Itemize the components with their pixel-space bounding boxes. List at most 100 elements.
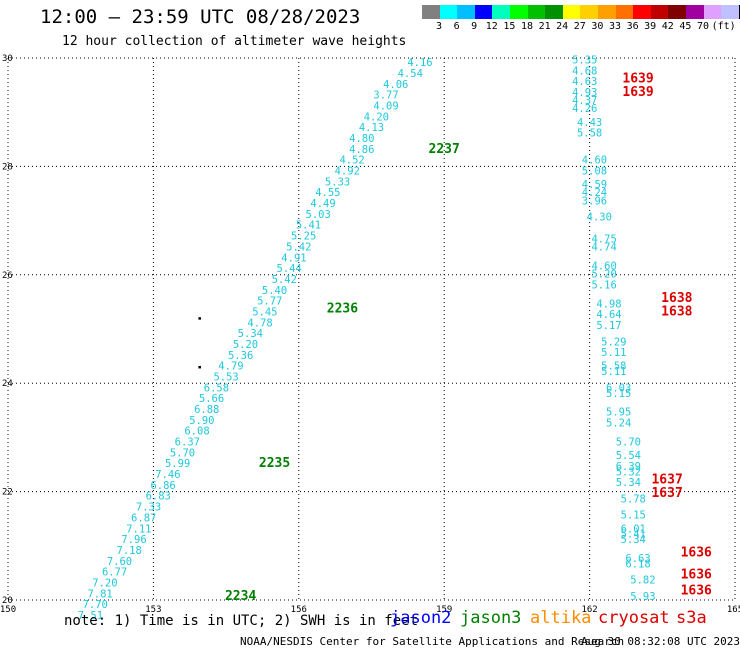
wave-height-label: 7.18 xyxy=(117,545,142,557)
wave-height-label: 4.78 xyxy=(247,317,272,329)
color-scale-label: 9 xyxy=(471,21,478,32)
wave-height-label: 4.09 xyxy=(373,100,398,112)
wave-height-label: 5.40 xyxy=(262,285,287,297)
wave-height-label: 4.63 xyxy=(572,76,597,88)
x-tick-label: 150 xyxy=(0,605,16,615)
legend-item-cryosat: cryosat xyxy=(598,608,670,628)
wave-height-label: 6.63 xyxy=(625,553,650,565)
wave-height-label: 6.83 xyxy=(146,491,171,503)
color-swatch xyxy=(492,5,510,19)
y-tick-label: 28 xyxy=(2,162,13,172)
pass-number-label: 2234 xyxy=(225,589,256,604)
color-scale-label: 70 xyxy=(696,21,710,32)
legend-item-s3a: s3a xyxy=(676,608,707,628)
land-dot xyxy=(198,365,201,369)
wave-height-label: 5.95 xyxy=(606,407,631,419)
pass-number-label: 1637 xyxy=(651,486,682,501)
footer-note: note: 1) Time is in UTC; 2) SWH is in fe… xyxy=(64,613,419,629)
color-swatch xyxy=(721,5,739,19)
color-swatch xyxy=(615,5,634,19)
wave-height-label: 4.64 xyxy=(596,309,621,321)
wave-height-label: 5.42 xyxy=(286,241,311,253)
color-swatch xyxy=(650,5,669,19)
wave-height-label: 5.16 xyxy=(591,279,616,291)
wave-height-label: 5.41 xyxy=(621,529,646,541)
wave-height-label: 4.06 xyxy=(383,79,408,91)
wave-height-label: 5.33 xyxy=(325,176,350,188)
wave-height-label: 4.30 xyxy=(587,212,612,224)
color-swatch xyxy=(562,5,581,19)
y-tick-label: 30 xyxy=(2,54,13,64)
map-subtitle: 12 hour collection of altimeter wave hei… xyxy=(62,34,407,49)
wave-height-label: 4.92 xyxy=(335,166,360,178)
wave-height-label: 5.34 xyxy=(616,477,641,489)
y-tick-label: 24 xyxy=(2,379,13,389)
color-scale-label: 6 xyxy=(453,21,460,32)
wave-height-label: 7.70 xyxy=(83,599,108,611)
wave-height-label: 7.51 xyxy=(78,610,103,622)
color-swatch xyxy=(580,5,598,19)
pass-number-label: 1638 xyxy=(661,291,692,306)
color-scale-label: 24 xyxy=(556,21,569,32)
color-scale-label: 39 xyxy=(644,21,657,32)
color-swatch xyxy=(474,5,493,19)
wave-height-label: 4.52 xyxy=(339,155,364,167)
wave-height-label: 5.32 xyxy=(616,466,641,478)
color-scale-bar xyxy=(422,5,740,19)
legend-item-jason3: jason3 xyxy=(460,608,522,628)
wave-height-label: 5.99 xyxy=(165,458,190,470)
wave-height-label: 5.17 xyxy=(596,320,621,332)
pass-number-label: 1639 xyxy=(622,85,653,100)
pass-number-label: 1638 xyxy=(661,304,692,319)
wave-height-label: 5.44 xyxy=(276,263,301,275)
color-swatch xyxy=(668,5,686,19)
y-tick-label: 26 xyxy=(2,271,13,281)
wave-height-label: 5.70 xyxy=(170,447,195,459)
color-scale-label: 18 xyxy=(520,21,534,32)
wave-height-label: 5.20 xyxy=(233,339,258,351)
wave-height-label: 6.39 xyxy=(616,461,641,473)
wave-height-label: 4.86 xyxy=(349,144,374,156)
wave-height-label: 5.93 xyxy=(630,591,655,603)
color-scale-label: 3 xyxy=(435,21,443,32)
pass-number-label: 2236 xyxy=(327,302,358,317)
wave-height-label: 4.55 xyxy=(315,187,340,199)
wave-height-label: 7.60 xyxy=(107,556,132,568)
color-swatch xyxy=(703,5,722,19)
wave-height-label: 6.77 xyxy=(102,567,127,579)
wave-height-label: 6.01 xyxy=(621,523,646,535)
land-dot xyxy=(198,317,201,320)
wave-height-label: 7.46 xyxy=(155,469,180,481)
wave-height-label: 4.54 xyxy=(398,68,423,80)
wave-height-label: 5.29 xyxy=(601,336,626,348)
wave-height-label: 6.86 xyxy=(150,480,175,492)
wave-height-label: 5.66 xyxy=(199,393,224,405)
wave-height-label: 4.68 xyxy=(572,65,597,77)
wave-height-label: 5.58 xyxy=(601,361,626,373)
wave-height-label: 4.79 xyxy=(218,361,243,373)
legend-item-jason2: jason2 xyxy=(390,608,452,628)
wave-height-label: 3.77 xyxy=(373,90,398,102)
wave-height-label: 6.88 xyxy=(194,404,219,416)
wave-height-label: 5.35 xyxy=(572,54,597,66)
wave-height-label: 4.75 xyxy=(591,233,616,245)
wave-height-label: 4.43 xyxy=(577,117,602,129)
wave-height-label: 5.11 xyxy=(601,366,626,378)
color-swatch xyxy=(509,5,528,19)
pass-number-label: 2235 xyxy=(259,456,290,471)
color-scale-label: 36 xyxy=(626,21,639,32)
wave-height-label: 7.33 xyxy=(136,502,161,514)
wave-height-label: 6.87 xyxy=(131,512,156,524)
wave-height-label: 6.37 xyxy=(175,437,200,449)
color-scale-label: 30 xyxy=(591,21,604,32)
wave-height-label: 5.90 xyxy=(189,415,214,427)
x-tick-label: 153 xyxy=(145,605,161,615)
wave-height-label: 6.58 xyxy=(204,382,229,394)
wave-height-label: 4.80 xyxy=(349,133,374,145)
map-title: 12:00 – 23:59 UTC 08/28/2023 xyxy=(40,6,361,28)
wave-height-label: 4.59 xyxy=(582,179,607,191)
color-swatch xyxy=(633,5,651,19)
wave-height-label: 4.49 xyxy=(310,198,335,210)
wave-height-label: 7.11 xyxy=(126,523,151,535)
wave-height-label: 5.42 xyxy=(272,274,297,286)
